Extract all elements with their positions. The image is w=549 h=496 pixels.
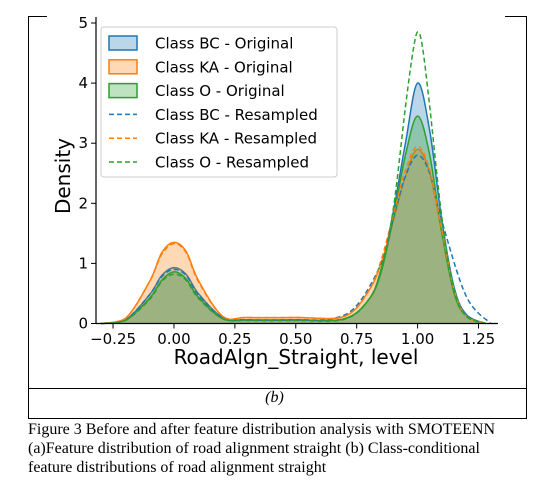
- caption-line-1: Figure 3 Before and after feature distri…: [28, 421, 495, 438]
- y-tick-label: 5: [78, 14, 88, 32]
- y-axis-label: Density: [51, 138, 75, 214]
- legend-box: [100, 26, 338, 178]
- y-tick-label: 3: [78, 134, 88, 152]
- legend-label-class-o-original: Class O - Original: [155, 82, 285, 100]
- legend-label-class-ka-resampled: Class KA - Resampled: [155, 130, 317, 148]
- x-axis-ticks: −0.25 0.00 0.25 0.50 0.75 1.00 1.25: [90, 323, 495, 348]
- caption-line-3: feature distributions of road alignment …: [28, 459, 327, 476]
- panel-label: (b): [265, 389, 284, 406]
- x-tick-label: 0.00: [157, 330, 190, 348]
- y-axis-ticks: 0 1 2 3 4 5: [78, 14, 96, 333]
- resampled-density-lines: [100, 31, 492, 325]
- legend-label-class-ka-original: Class KA - Original: [155, 58, 293, 76]
- y-tick-label: 2: [78, 194, 88, 212]
- caption-line-2: (a)Feature distribution of road alignmen…: [28, 440, 480, 457]
- y-tick-label: 0: [78, 315, 88, 333]
- line-class-ka-resampled: [100, 145, 487, 325]
- x-tick-label: −0.25: [90, 330, 136, 348]
- legend-swatch-class-o-original: [108, 82, 138, 99]
- frame-bottom-line: [28, 418, 527, 419]
- area-class-o-original: [100, 116, 486, 324]
- x-tick-label: 0.25: [218, 330, 251, 348]
- x-tick-label: 1.25: [462, 330, 495, 348]
- legend-swatch-class-ka-original: [108, 59, 138, 75]
- frame-top-left-line: [28, 16, 47, 17]
- frame-right-border: [526, 16, 527, 419]
- frame-left-border: [28, 16, 29, 419]
- figure-caption: Figure 3 Before and after feature distri…: [28, 420, 528, 477]
- x-axis-label: RoadAlgn_Straight, level: [174, 345, 419, 369]
- y-tick-label: 1: [78, 254, 88, 272]
- frame-top-right-line: [505, 16, 527, 17]
- legend-label-class-bc-resampled: Class BC - Resampled: [155, 106, 318, 124]
- density-chart: −0.25 0.00 0.25 0.50 0.75 1.00 1.25 0 1 2 3 4 5 Roa…: [51, 14, 498, 369]
- legend-label-class-o-resampled: Class O - Resampled: [155, 154, 309, 172]
- legend: Class BC - Original Class KA - Original Cl…: [100, 26, 338, 178]
- frame-divider-line: [28, 388, 527, 389]
- x-tick-label: 1.00: [401, 330, 434, 348]
- line-class-bc-resampled: [100, 154, 492, 325]
- area-class-bc-original: [100, 83, 486, 324]
- line-class-o-resampled: [100, 31, 487, 325]
- legend-label-class-bc-original: Class BC - Original: [155, 35, 293, 53]
- y-tick-label: 4: [78, 74, 88, 92]
- x-tick-label: 0.50: [279, 330, 312, 348]
- legend-swatch-class-bc-original: [108, 35, 138, 51]
- x-tick-label: 0.75: [340, 330, 373, 348]
